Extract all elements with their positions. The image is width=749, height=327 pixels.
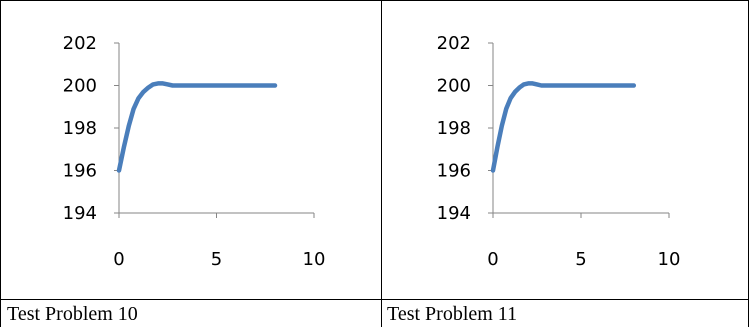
y-tick-label: 202 — [63, 33, 97, 54]
caption-cell-test-problem-11: Test Problem 11 — [381, 299, 749, 327]
x-tick-label: 0 — [113, 249, 124, 270]
y-tick-label: 196 — [437, 161, 471, 182]
x-tick-label: 10 — [658, 249, 681, 270]
y-tick-label: 202 — [437, 33, 471, 54]
caption-test-problem-11: Test Problem 11 — [387, 303, 518, 325]
caption-cell-test-problem-10: Test Problem 10 — [0, 299, 382, 327]
y-tick-label: 196 — [63, 161, 97, 182]
x-tick-label: 5 — [575, 249, 586, 270]
y-tick-label: 198 — [437, 118, 471, 139]
chart-cell-test-problem-11: 194 196 198 200 202 0 5 10 — [381, 0, 749, 300]
y-tick-label: 198 — [63, 118, 97, 139]
chart-test-problem-10: 194 196 198 200 202 0 5 10 — [63, 33, 326, 270]
series-line — [116, 81, 278, 173]
x-tick-label: 0 — [487, 249, 498, 270]
y-tick-label: 194 — [63, 203, 97, 224]
y-tick-label: 200 — [63, 76, 97, 97]
x-tick-label: 10 — [303, 249, 326, 270]
chart-cell-test-problem-10: 194 196 198 200 202 0 5 10 — [0, 0, 382, 300]
y-tick-label: 194 — [437, 203, 471, 224]
caption-test-problem-10: Test Problem 10 — [7, 303, 138, 325]
y-tick-label: 200 — [437, 76, 471, 97]
x-tick-label: 5 — [211, 249, 222, 270]
series-line — [490, 81, 637, 173]
chart-test-problem-11: 194 196 198 200 202 0 5 10 — [437, 33, 681, 270]
